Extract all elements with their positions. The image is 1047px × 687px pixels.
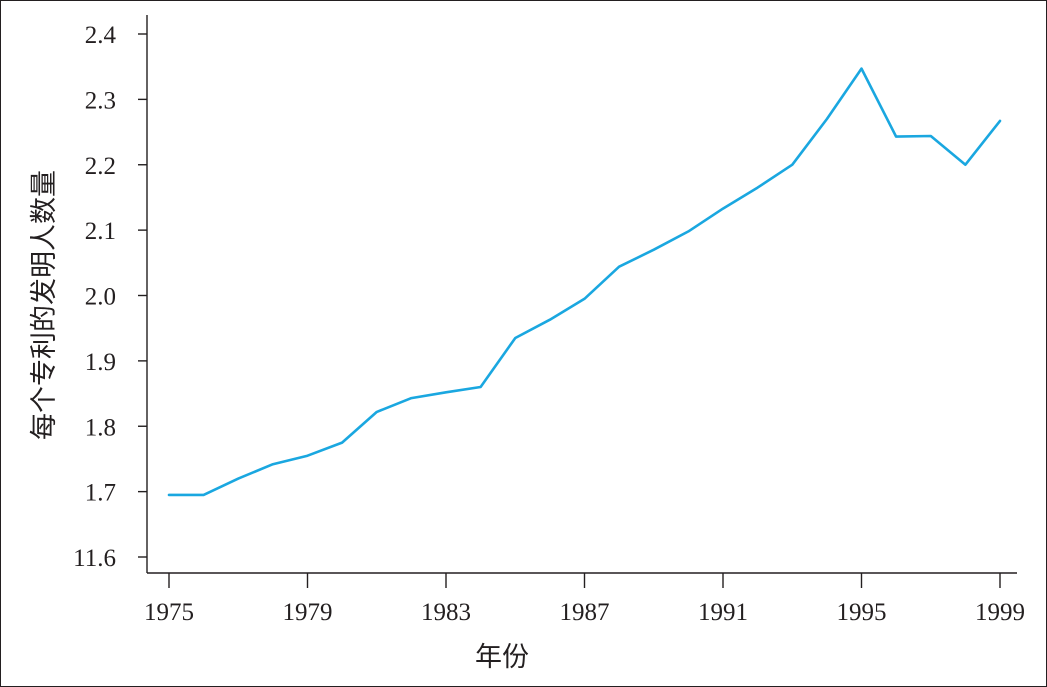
series — [167, 67, 1002, 497]
x-tick-label: 1995 — [837, 599, 887, 626]
y-tick-label: 1.7 — [85, 480, 116, 507]
x-tick-label: 1983 — [421, 599, 471, 626]
x-tick-label: 1991 — [698, 599, 748, 626]
y-ticks: 11.6 1.7 1.8 1.9 2.0 2.1 2.2 2.3 2.4 — [73, 22, 147, 572]
y-tick-label: 1.9 — [85, 349, 116, 376]
y-tick-label: 1.8 — [85, 414, 116, 441]
x-tick-label: 1975 — [144, 599, 194, 626]
y-tick-label: 2.4 — [85, 22, 117, 49]
x-tick-label: 1987 — [560, 599, 610, 626]
x-axis-title: 年份 — [475, 642, 529, 673]
axes — [146, 15, 1017, 574]
y-axis-title: 每个专利的发明人数量 — [29, 170, 60, 440]
x-ticks: 1975 1979 1983 1987 1991 1995 1999 — [144, 573, 1025, 626]
y-tick-label: 2.1 — [85, 218, 116, 245]
series-line — [167, 67, 1002, 497]
x-tick-label: 1979 — [283, 599, 333, 626]
y-tick-label: 11.6 — [73, 545, 116, 572]
x-tick-label: 1999 — [975, 599, 1025, 626]
y-tick-label: 2.2 — [85, 153, 116, 180]
y-tick-label: 2.3 — [85, 87, 116, 114]
y-tick-label: 2.0 — [85, 284, 116, 311]
